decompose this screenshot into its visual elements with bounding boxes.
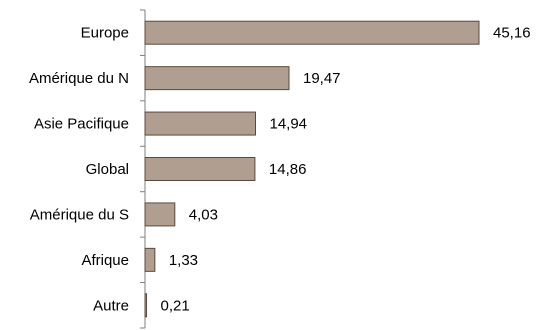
value-label: 1,33 <box>169 252 198 269</box>
category-label: Amérique du N <box>29 70 129 87</box>
value-label: 45,16 <box>493 25 531 42</box>
bar-global <box>144 157 256 181</box>
value-label: 14,86 <box>269 161 307 178</box>
category-label: Afrique <box>81 252 129 269</box>
category-label: Asie Pacifique <box>34 116 129 133</box>
category-label: Europe <box>81 25 129 42</box>
value-label: 0,21 <box>161 297 190 314</box>
category-label: Autre <box>93 297 129 314</box>
bar-am-rique-du-s <box>144 202 176 227</box>
bar-autre <box>144 293 148 318</box>
value-label: 4,03 <box>189 206 218 223</box>
bar-afrique <box>144 247 156 272</box>
bar-am-rique-du-n <box>144 66 290 91</box>
category-label: Amérique du S <box>30 206 129 223</box>
value-label: 19,47 <box>303 70 341 87</box>
category-label: Global <box>86 161 129 178</box>
bar-asie-pacifique <box>144 111 256 136</box>
value-label: 14,94 <box>269 116 307 133</box>
bar-europe <box>144 20 480 45</box>
